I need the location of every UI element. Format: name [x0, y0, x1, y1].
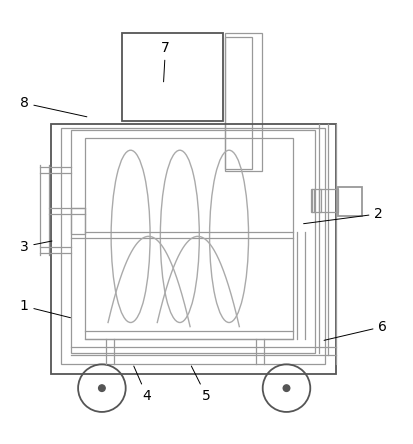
- Bar: [71, 130, 315, 353]
- Bar: [311, 189, 321, 212]
- Bar: [122, 33, 223, 122]
- Circle shape: [99, 385, 105, 392]
- Bar: [319, 189, 338, 212]
- Bar: [225, 33, 262, 171]
- Bar: [338, 187, 362, 216]
- Bar: [51, 123, 336, 374]
- Text: 2: 2: [304, 207, 383, 224]
- Text: 6: 6: [324, 320, 387, 341]
- Circle shape: [283, 385, 290, 392]
- Bar: [225, 37, 252, 169]
- Text: 8: 8: [19, 96, 87, 117]
- Text: 5: 5: [191, 366, 211, 403]
- Bar: [71, 208, 85, 234]
- Text: 3: 3: [19, 240, 52, 254]
- Bar: [85, 138, 293, 339]
- Text: 4: 4: [134, 366, 152, 403]
- Text: 7: 7: [161, 41, 170, 82]
- Bar: [61, 127, 325, 364]
- Text: 1: 1: [19, 299, 71, 318]
